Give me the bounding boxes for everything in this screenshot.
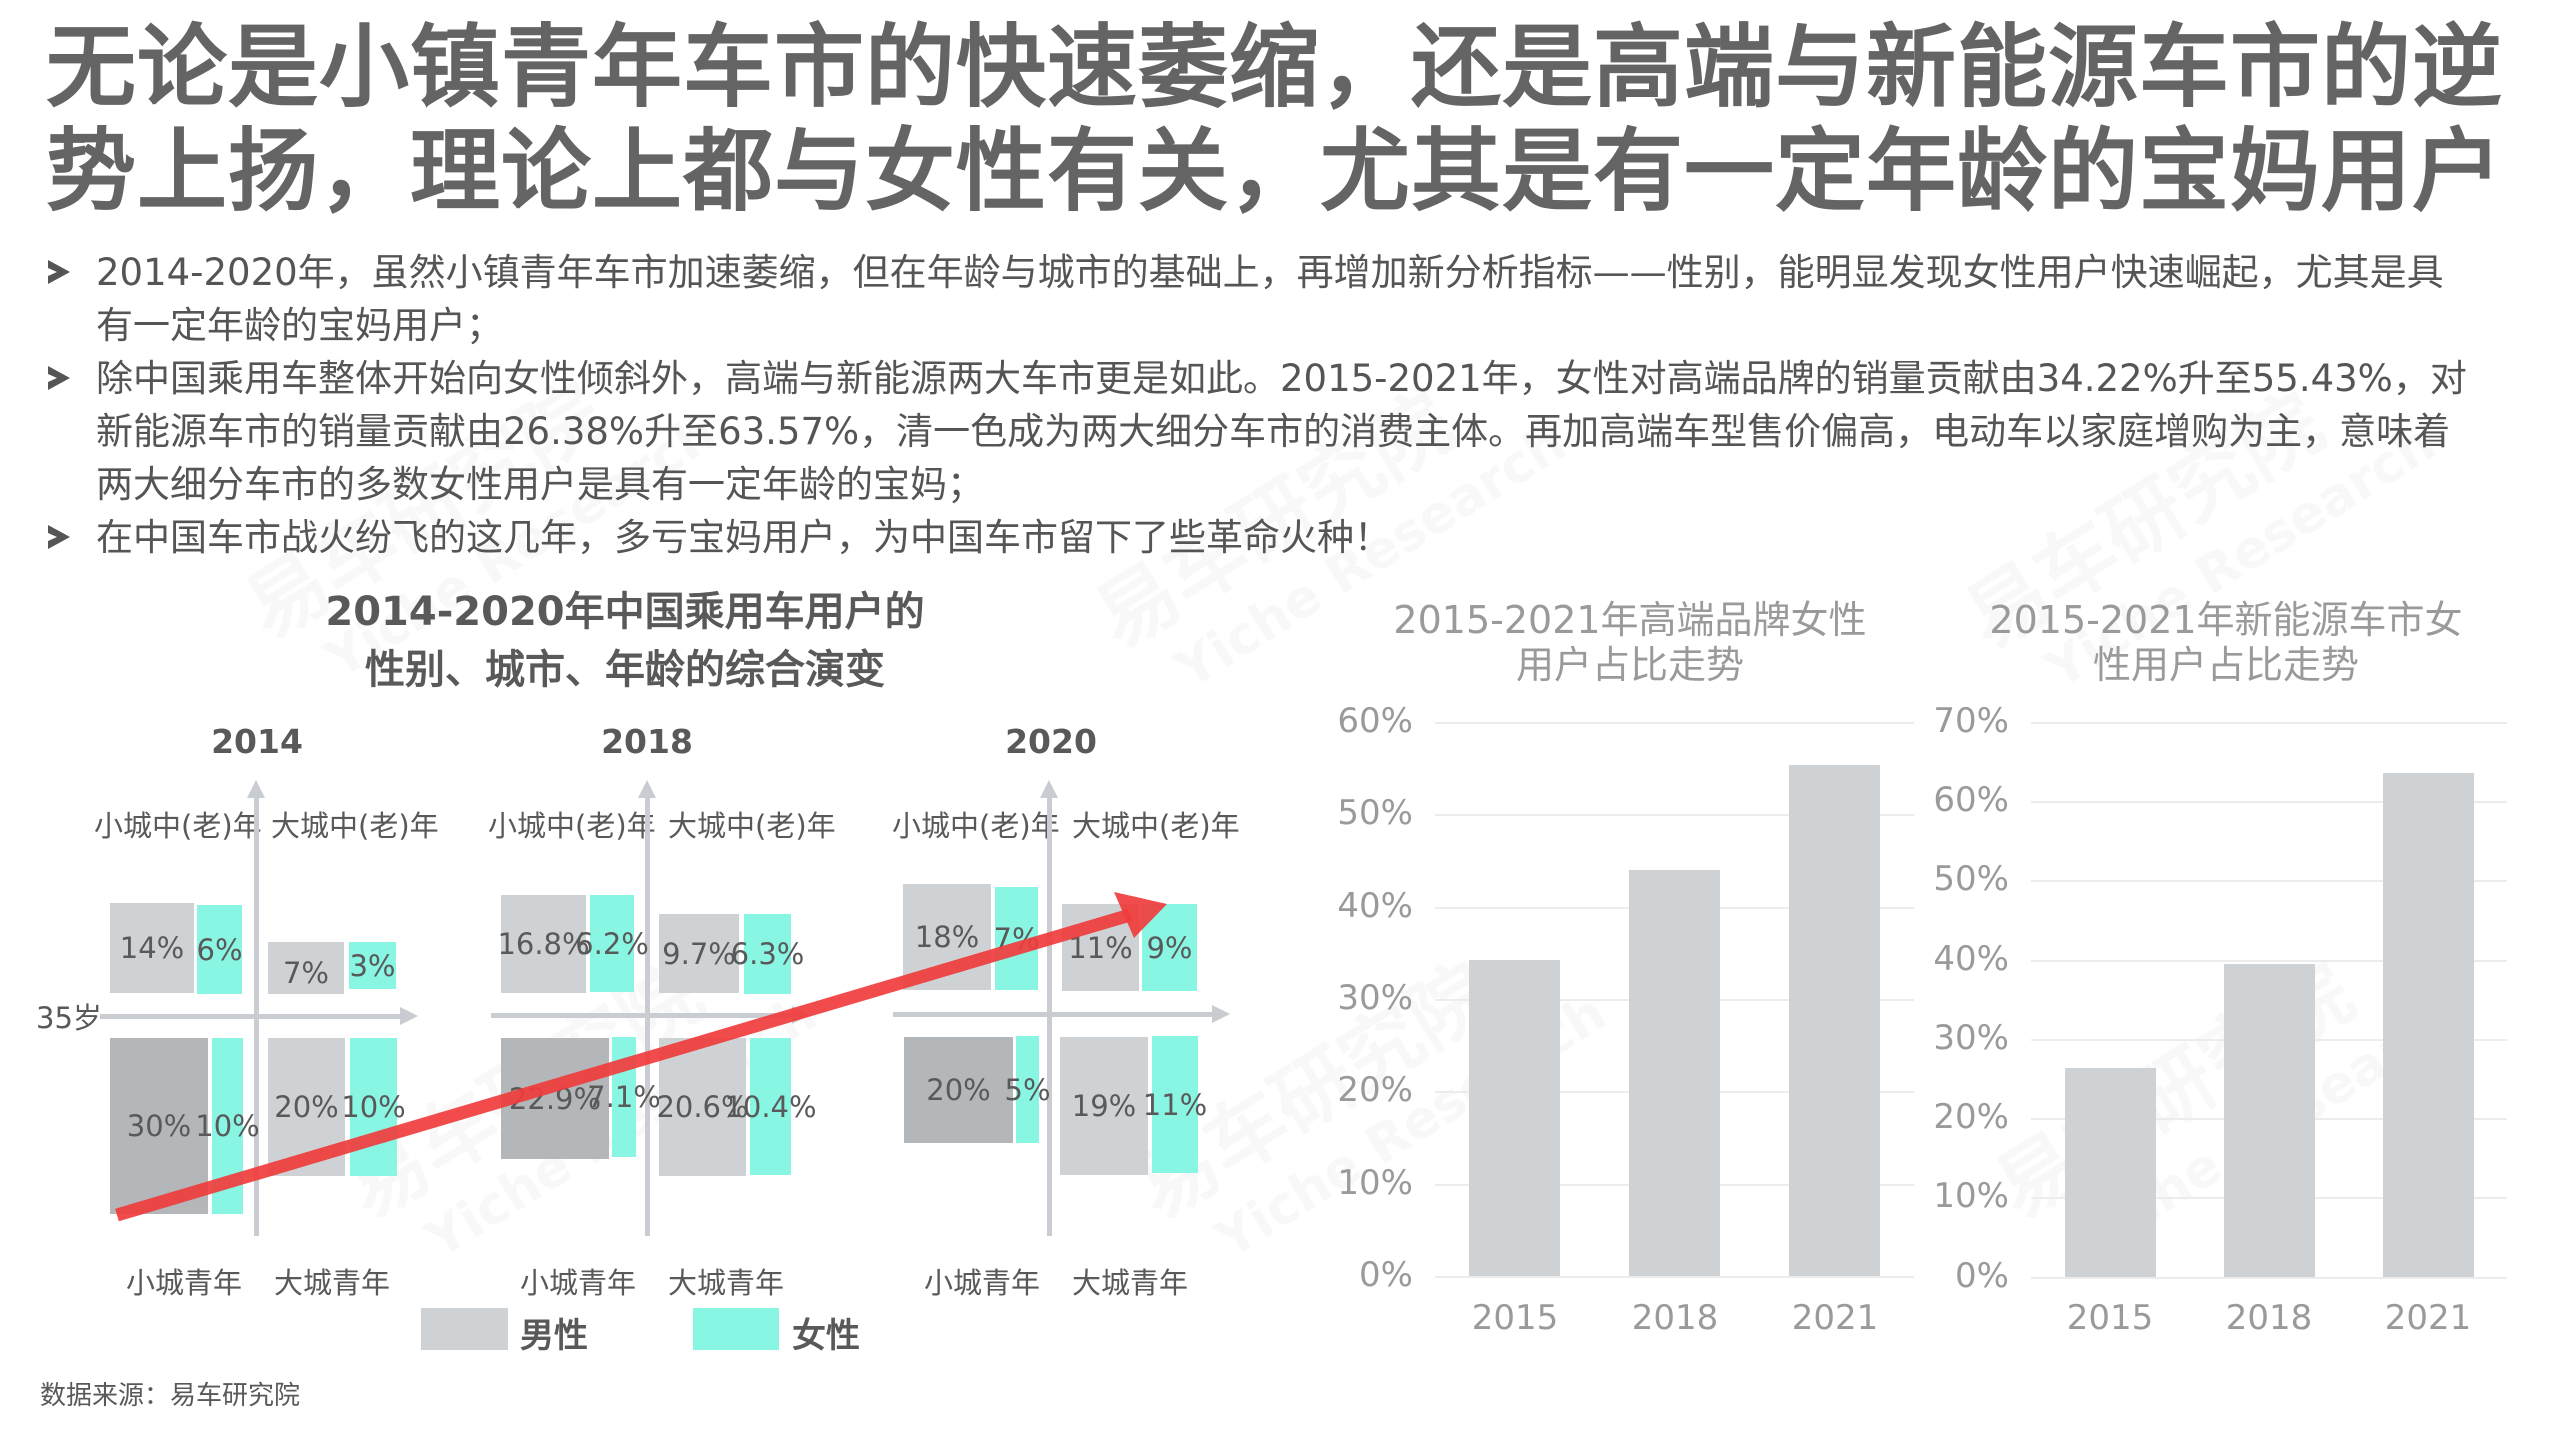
label-big-city-youth: 大城青年 bbox=[274, 1266, 391, 1300]
y-tick: 30% bbox=[1933, 1018, 2009, 1058]
panel-year-2018: 2018 bbox=[601, 722, 693, 761]
box-2014-tl-female: 6% bbox=[197, 905, 243, 994]
data-source: 数据来源：易车研究院 bbox=[40, 1381, 301, 1411]
box-2018-tl-male: 16.8% bbox=[497, 895, 590, 993]
gridline bbox=[1435, 814, 1914, 816]
x-tick: 2018 bbox=[2225, 1298, 2313, 1338]
age-axis-line bbox=[100, 1014, 402, 1019]
nev-chart-title: 2015-2021年新能源车市女 性用户占比走势 bbox=[1989, 598, 2463, 687]
x-tick: 2018 bbox=[1631, 1298, 1719, 1338]
gridline bbox=[2031, 801, 2507, 803]
box-2018-br-male: 20.6% bbox=[656, 1038, 749, 1176]
box-2014-tl-male: 14% bbox=[110, 903, 194, 993]
age-axis-label: 35岁 bbox=[36, 1001, 102, 1035]
box-2014-br-female: 10% bbox=[341, 1038, 406, 1176]
gridline bbox=[1435, 722, 1914, 724]
label-big-city-middle-aged: 大城中(老)年 bbox=[271, 809, 439, 843]
box-2014-tr-female: 3% bbox=[349, 942, 396, 989]
bar-nev-2018 bbox=[2224, 964, 2315, 1277]
y-tick: 20% bbox=[1337, 1070, 1413, 1110]
box-2018-tr-male: 9.7% bbox=[659, 914, 739, 993]
bullet-item: 2014-2020年，虽然小镇青年车市加速萎缩，但在年龄与城市的基础上，再增加新… bbox=[48, 246, 2518, 352]
age-axis-line bbox=[893, 1012, 1213, 1017]
box-2020-br-female: 11% bbox=[1143, 1036, 1207, 1173]
x-tick: 2021 bbox=[2384, 1298, 2472, 1338]
baseline bbox=[2031, 1277, 2507, 1279]
gridline bbox=[2031, 722, 2507, 724]
bullet-item: 除中国乘用车整体开始向女性倾斜外，高端与新能源两大车市更是如此。2015-202… bbox=[48, 352, 2518, 511]
page-title-line-2: 势上扬，理论上都与女性有关，尤其是有一定年龄的宝妈用户 bbox=[46, 119, 2503, 224]
label-big-city-middle-aged: 大城中(老)年 bbox=[1072, 809, 1240, 843]
y-tick: 40% bbox=[1337, 886, 1413, 926]
x-tick: 2021 bbox=[1791, 1298, 1879, 1338]
box-2020-br-male: 19% bbox=[1060, 1037, 1148, 1175]
bullet-arrow-icon bbox=[48, 260, 70, 284]
x-tick: 2015 bbox=[1471, 1298, 1559, 1338]
gridline bbox=[2031, 960, 2507, 962]
city-axis-line bbox=[254, 796, 259, 1236]
box-2014-tr-male: 7% bbox=[268, 942, 344, 994]
axis-arrow-right-icon bbox=[400, 1007, 418, 1025]
bullet-arrow-icon bbox=[48, 525, 70, 549]
page-title-line-1: 无论是小镇青年车市的快速萎缩，还是高端与新能源车市的逆 bbox=[46, 15, 2503, 120]
y-tick: 50% bbox=[1337, 793, 1413, 833]
y-tick: 30% bbox=[1337, 978, 1413, 1018]
panel-year-2020: 2020 bbox=[1005, 722, 1097, 761]
page-title: 无论是小镇青年车市的快速萎缩，还是高端与新能源车市的逆 势上扬，理论上都与女性有… bbox=[46, 16, 2526, 224]
city-axis-line bbox=[645, 796, 650, 1236]
label-small-city-middle-aged: 小城中(老)年 bbox=[94, 809, 262, 843]
label-small-city-youth: 小城青年 bbox=[520, 1266, 637, 1300]
label-small-city-middle-aged: 小城中(老)年 bbox=[892, 809, 1060, 843]
bar-premium-2015 bbox=[1469, 960, 1560, 1276]
axis-arrow-right-icon bbox=[1212, 1005, 1230, 1023]
label-small-city-youth: 小城青年 bbox=[126, 1266, 243, 1300]
bar-nev-2021 bbox=[2383, 773, 2474, 1277]
y-tick: 10% bbox=[1933, 1176, 2009, 1216]
y-tick: 60% bbox=[1337, 701, 1413, 741]
axis-arrow-up-icon bbox=[247, 780, 265, 798]
bullet-item: 在中国车市战火纷飞的这几年，多亏宝妈用户，为中国车市留下了些革命火种！ bbox=[48, 511, 2518, 564]
gridline bbox=[2031, 880, 2507, 882]
axis-arrow-up-icon bbox=[638, 780, 656, 798]
y-tick: 10% bbox=[1337, 1163, 1413, 1203]
legend-female-label: 女性 bbox=[792, 1316, 860, 1356]
y-tick: 70% bbox=[1933, 701, 2009, 741]
quadrant-chart-title: 2014-2020年中国乘用车用户的 性别、城市、年龄的综合演变 bbox=[325, 589, 925, 693]
y-tick: 0% bbox=[1359, 1255, 1413, 1295]
premium-chart-title: 2015-2021年高端品牌女性 用户占比走势 bbox=[1393, 598, 1867, 687]
age-axis-line bbox=[491, 1013, 793, 1018]
legend-male-swatch bbox=[421, 1308, 508, 1350]
y-tick: 50% bbox=[1933, 859, 2009, 899]
box-2020-bl-male: 20% bbox=[904, 1037, 1013, 1143]
bar-premium-2018 bbox=[1629, 870, 1720, 1276]
bar-premium-2021 bbox=[1789, 765, 1880, 1276]
bar-nev-2015 bbox=[2065, 1068, 2156, 1277]
x-tick: 2015 bbox=[2066, 1298, 2154, 1338]
label-big-city-middle-aged: 大城中(老)年 bbox=[668, 809, 836, 843]
panel-year-2014: 2014 bbox=[211, 722, 303, 761]
baseline bbox=[1435, 1276, 1914, 1278]
y-tick: 60% bbox=[1933, 780, 2009, 820]
label-small-city-youth: 小城青年 bbox=[924, 1266, 1041, 1300]
city-axis-line bbox=[1047, 796, 1052, 1236]
bullet-arrow-icon bbox=[48, 366, 70, 390]
label-small-city-middle-aged: 小城中(老)年 bbox=[488, 809, 656, 843]
y-tick: 20% bbox=[1933, 1097, 2009, 1137]
y-tick: 0% bbox=[1955, 1256, 2009, 1296]
box-2014-bl-male: 30% bbox=[110, 1038, 208, 1214]
label-big-city-youth: 大城青年 bbox=[1072, 1266, 1189, 1300]
legend-male-label: 男性 bbox=[520, 1316, 588, 1356]
y-tick: 40% bbox=[1933, 939, 2009, 979]
axis-arrow-up-icon bbox=[1040, 780, 1058, 798]
legend-female-swatch bbox=[693, 1308, 779, 1350]
label-big-city-youth: 大城青年 bbox=[668, 1266, 785, 1300]
bullet-list: 2014-2020年，虽然小镇青年车市加速萎缩，但在年龄与城市的基础上，再增加新… bbox=[48, 246, 2518, 564]
